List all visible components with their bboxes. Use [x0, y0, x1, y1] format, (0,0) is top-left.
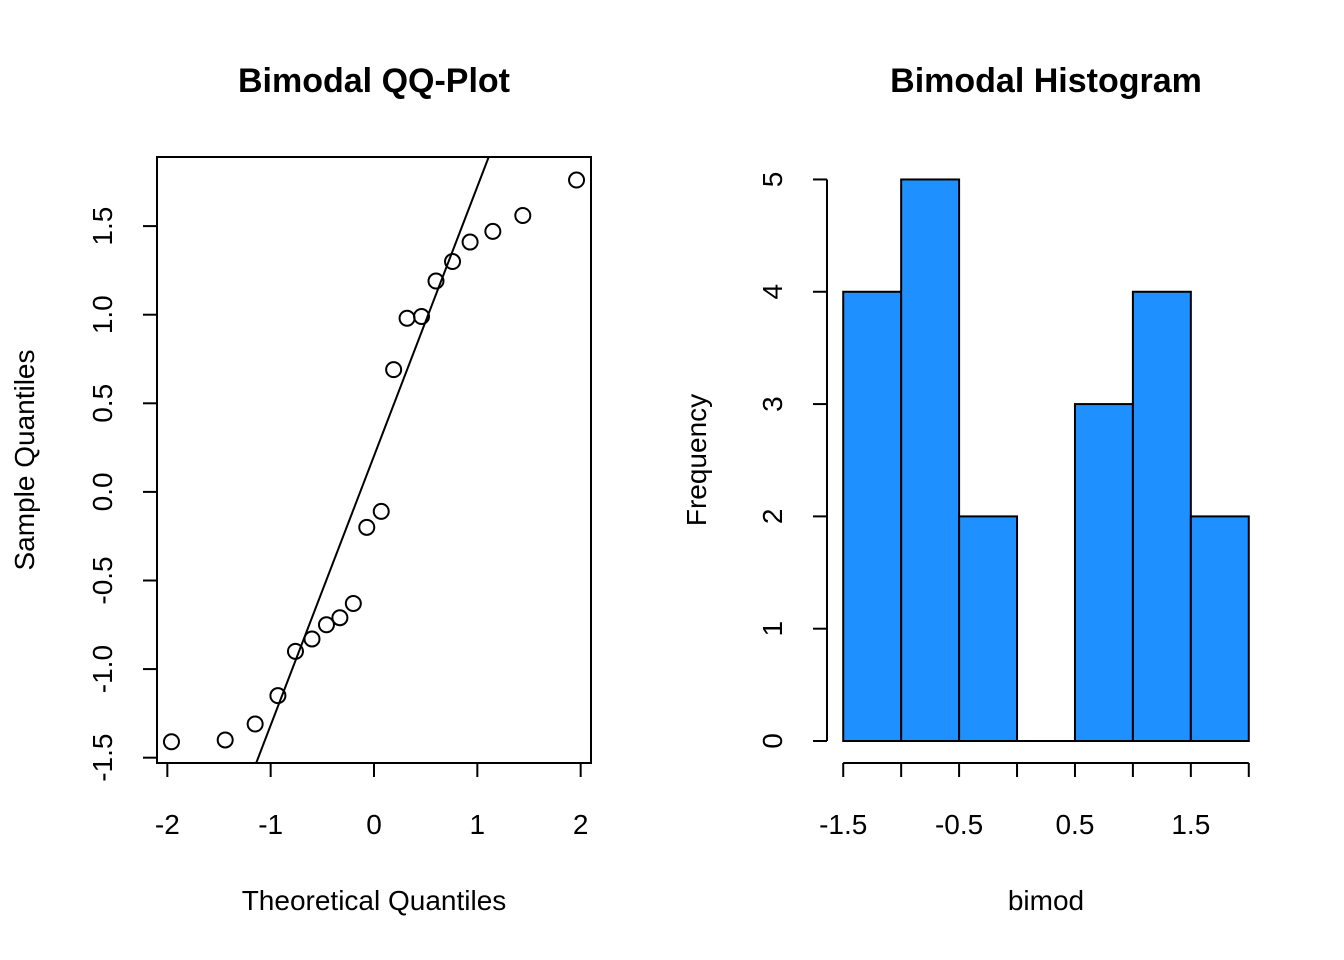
histogram-panel: Bimodal Histogram -1.5 -0.5 0.5 1.5 012345 …: [681, 62, 1250, 916]
qq-x-axis: -2 -1 0 1 2: [155, 762, 589, 840]
histogram-y-tick-label: 4: [757, 284, 788, 300]
qq-y-tick-label: -0.5: [87, 556, 118, 604]
qq-y-tick-label: 1.0: [87, 295, 118, 334]
histogram-x-tick-label: -0.5: [935, 809, 983, 840]
histogram-y-tick-label: 1: [757, 621, 788, 637]
qq-x-tick-label: 2: [573, 809, 589, 840]
histogram-y-tick-label: 3: [757, 396, 788, 412]
qq-point: [269, 687, 287, 705]
qq-y-tick-label: 1.5: [87, 207, 118, 246]
qq-point: [461, 233, 479, 251]
histogram-bar: [1131, 290, 1192, 742]
histogram-x-axis: -1.5 -0.5 0.5 1.5: [819, 762, 1250, 840]
histogram-x-tick-label: 0.5: [1055, 809, 1094, 840]
qq-reference-line: [255, 156, 490, 764]
histogram-y-tick-label: 0: [757, 733, 788, 749]
qq-plot-panel: Bimodal QQ-Plot -2 -1 0 1 2 -1.5 -1.0 -0.5 0.0 0…: [9, 62, 592, 916]
qq-point: [372, 502, 390, 520]
histogram-x-tick-label: -1.5: [819, 809, 867, 840]
histogram-bar: [842, 290, 903, 742]
qq-point: [317, 616, 335, 634]
histogram-y-tick-label: 5: [757, 172, 788, 188]
qq-point: [344, 595, 362, 613]
histogram-y-tick-label: 2: [757, 509, 788, 525]
qq-plot-title: Bimodal QQ-Plot: [238, 62, 510, 100]
qq-point: [331, 609, 349, 627]
qq-x-tick-label: 0: [366, 809, 382, 840]
histogram-bar: [1189, 515, 1250, 743]
qq-point: [413, 307, 431, 325]
qq-point: [162, 733, 180, 751]
qq-x-tick-label: -2: [155, 809, 180, 840]
histogram-bar: [1073, 403, 1134, 742]
qq-y-tick-label: -1.0: [87, 645, 118, 693]
qq-plot-frame: [156, 156, 592, 764]
histogram-title: Bimodal Histogram: [890, 62, 1202, 100]
qq-y-axis-label: Sample Quantiles: [9, 349, 40, 570]
qq-x-axis-label: Theoretical Quantiles: [242, 885, 507, 916]
qq-point: [444, 253, 462, 271]
qq-point: [246, 715, 264, 733]
qq-y-tick-label: 0.5: [87, 384, 118, 423]
qq-point: [484, 222, 502, 240]
histogram-x-tick-label: 1.5: [1171, 809, 1210, 840]
histogram-y-axis: 0 1 2 3 4 5: [757, 172, 828, 749]
histogram-x-axis-label: bimod: [1008, 885, 1084, 916]
qq-point: [398, 309, 416, 327]
qq-y-axis: -1.5 -1.0 -0.5 0.0 0.5 1.0 1.5: [87, 207, 158, 782]
histogram-bar: [900, 178, 961, 742]
qq-point: [385, 361, 403, 379]
qq-plot-area: [162, 156, 586, 764]
histogram-bars: [842, 178, 1250, 743]
qq-point: [427, 272, 445, 290]
qq-point: [568, 171, 586, 189]
qq-x-tick-label: -1: [258, 809, 283, 840]
qq-y-tick-label: 0.0: [87, 472, 118, 511]
qq-point: [303, 630, 321, 648]
qq-y-tick-label: -1.5: [87, 734, 118, 782]
qq-point: [216, 731, 234, 749]
histogram-bar: [958, 515, 1019, 743]
histogram-y-axis-label: Frequency: [681, 394, 712, 526]
qq-point: [358, 518, 376, 536]
qq-point: [286, 642, 304, 660]
qq-x-tick-label: 1: [470, 809, 486, 840]
qq-point: [514, 206, 532, 224]
